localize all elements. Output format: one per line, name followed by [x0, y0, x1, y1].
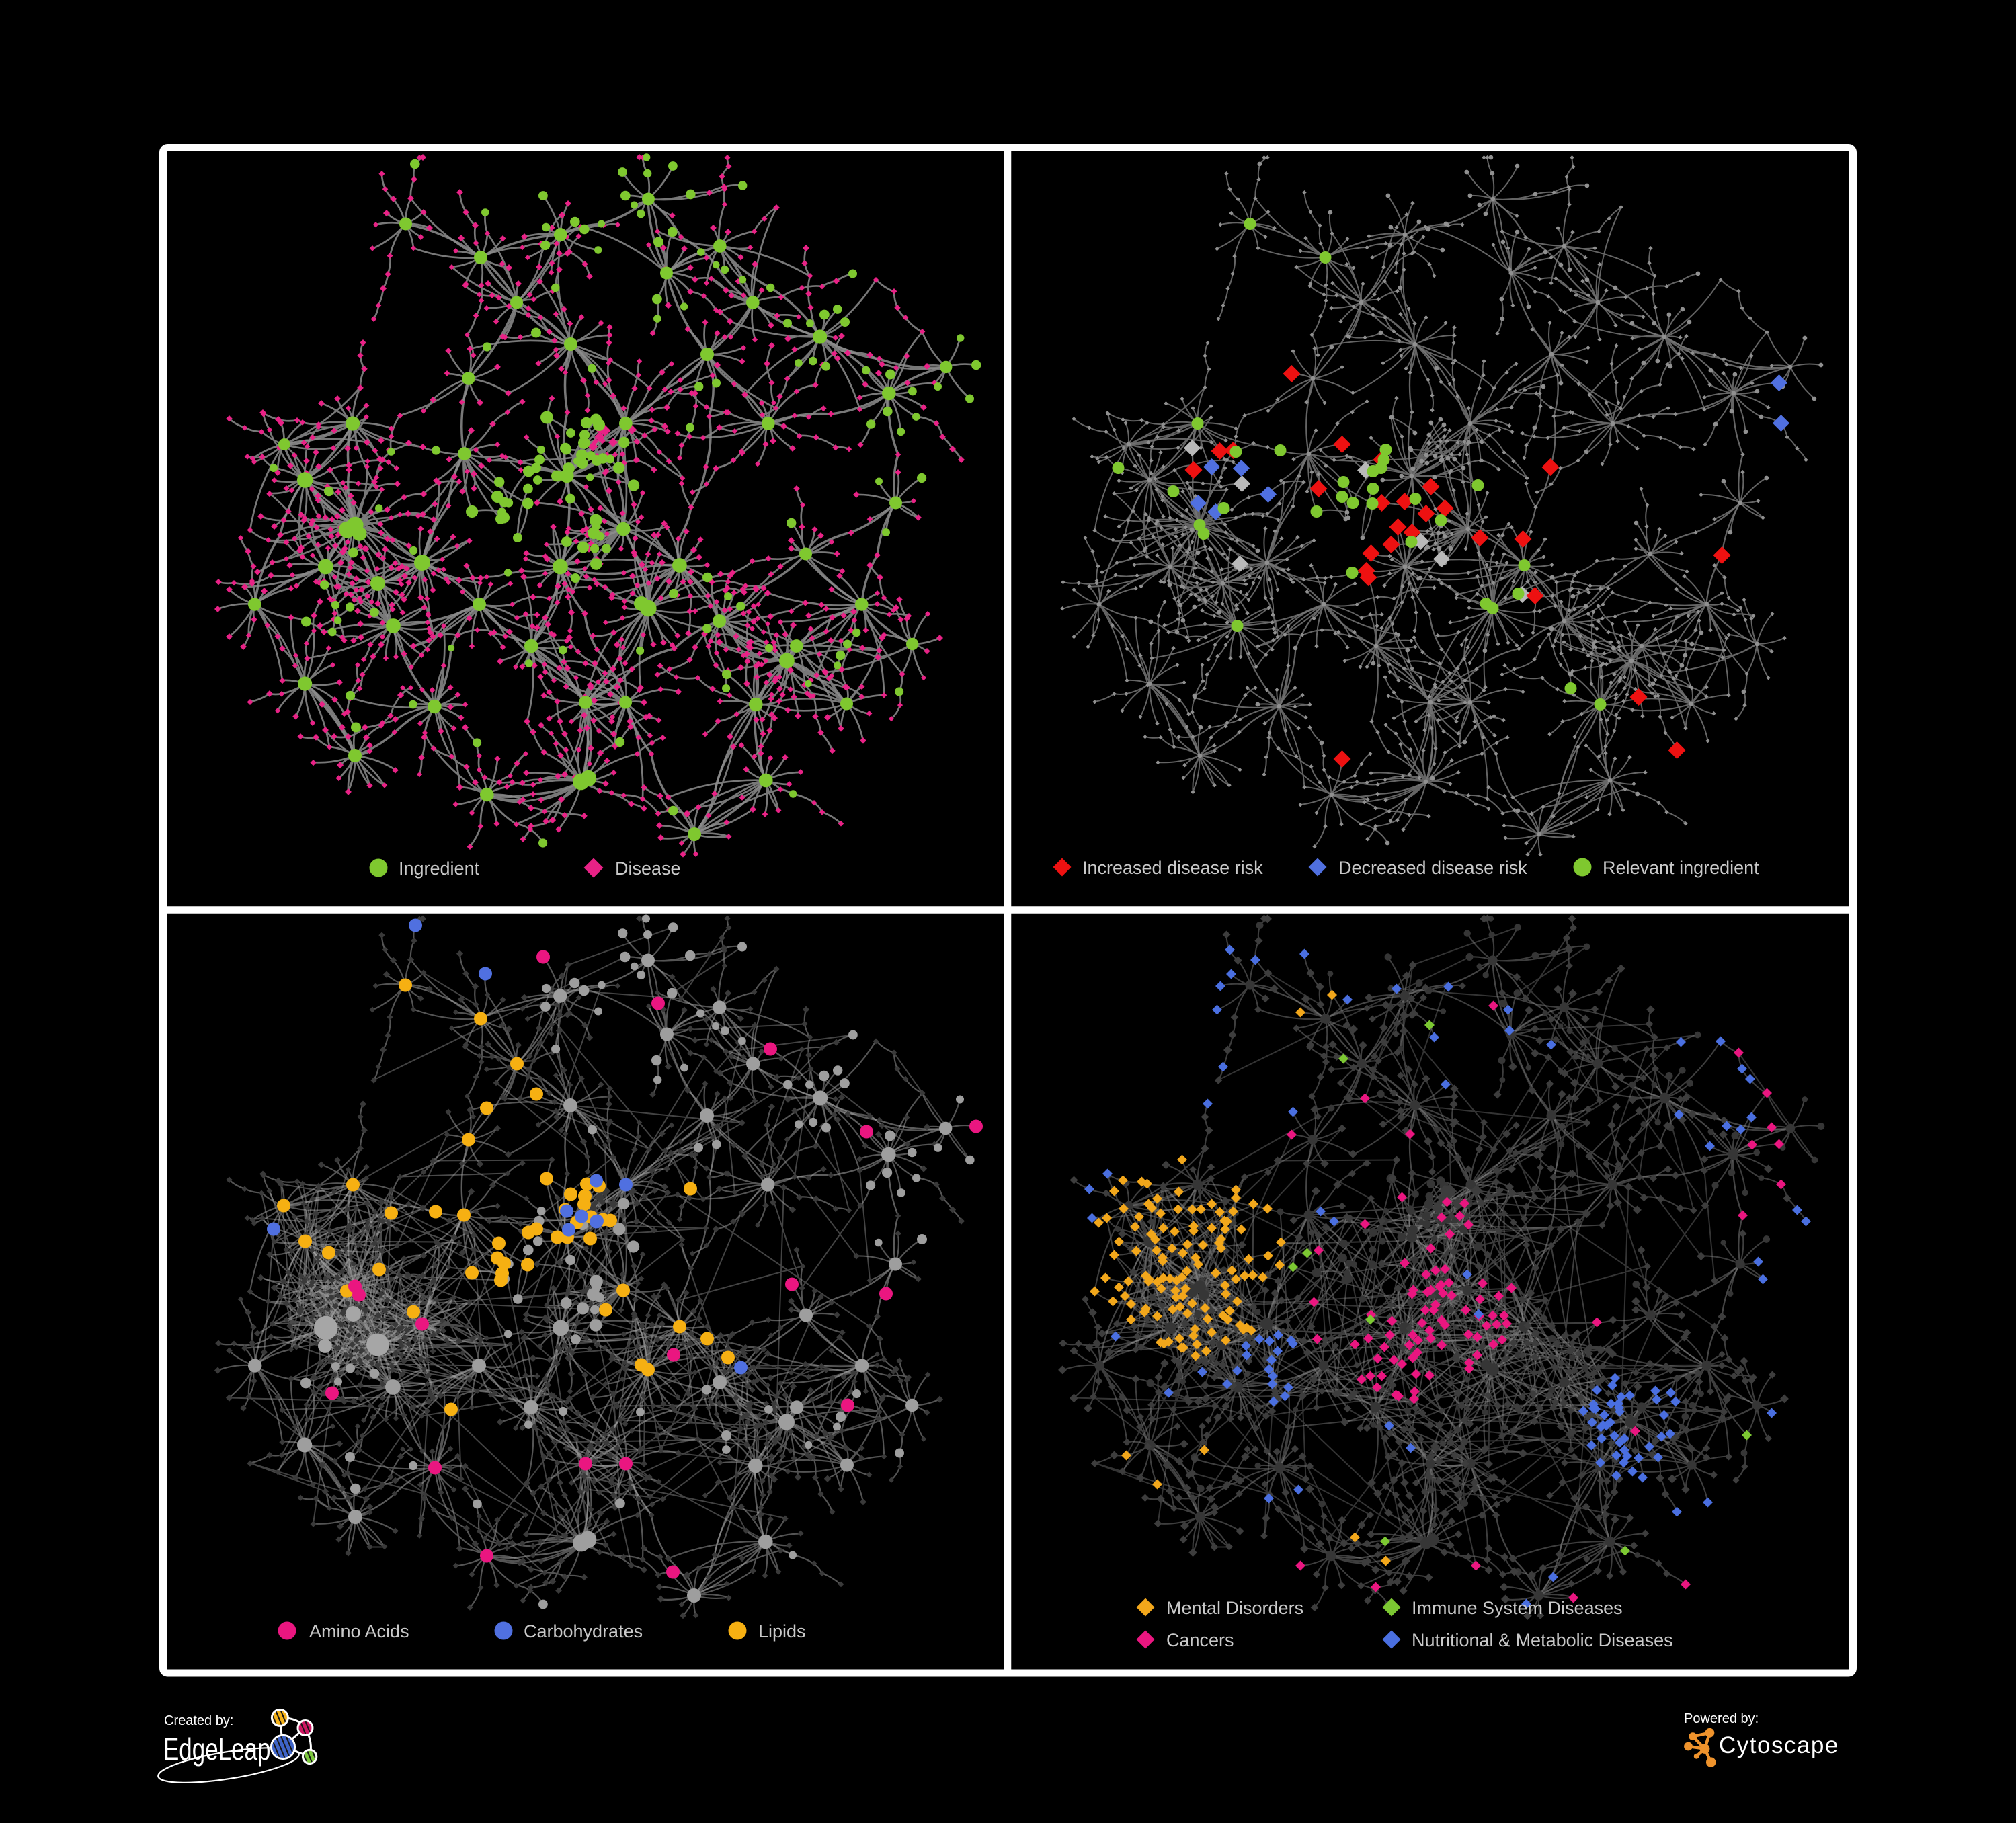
svg-text:Relevant ingredient: Relevant ingredient [1603, 858, 1759, 878]
svg-text:Amino Acids: Amino Acids [309, 1621, 409, 1642]
svg-text:Increased disease risk: Increased disease risk [1082, 858, 1263, 878]
svg-text:Created by:: Created by: [164, 1713, 233, 1728]
svg-text:Lipids: Lipids [758, 1621, 806, 1642]
svg-text:Carbohydrates: Carbohydrates [524, 1621, 643, 1642]
svg-text:Nutritional & Metabolic Diseas: Nutritional & Metabolic Diseases [1412, 1630, 1673, 1650]
svg-text:Decreased disease risk: Decreased disease risk [1338, 858, 1527, 878]
svg-text:Powered by:: Powered by: [1684, 1711, 1759, 1726]
svg-text:Cytoscape: Cytoscape [1719, 1732, 1839, 1758]
svg-text:Mental Disorders: Mental Disorders [1166, 1598, 1303, 1618]
svg-text:Ingredient: Ingredient [399, 858, 480, 879]
svg-text:Disease: Disease [615, 858, 681, 879]
svg-text:Immune System Diseases: Immune System Diseases [1412, 1598, 1623, 1618]
svg-text:Cancers: Cancers [1166, 1630, 1234, 1650]
